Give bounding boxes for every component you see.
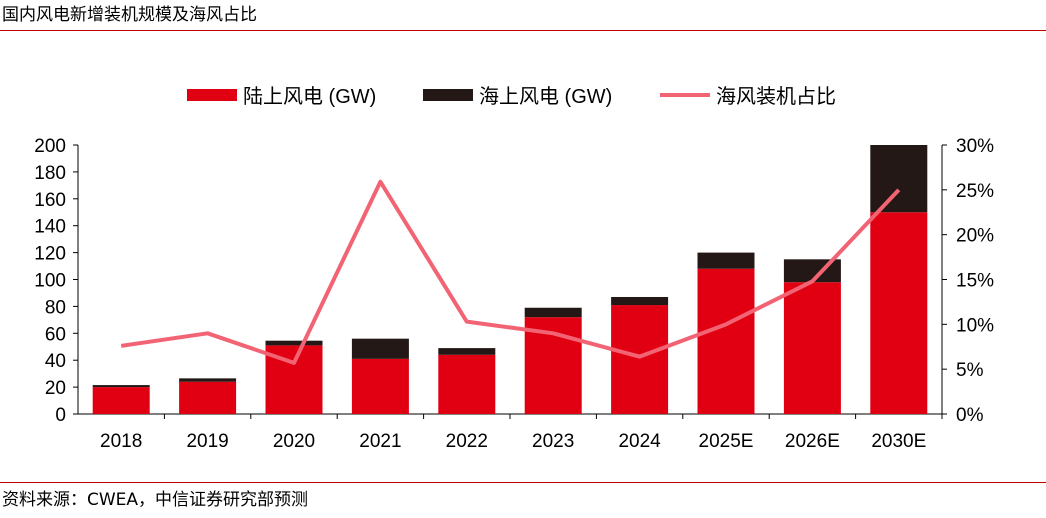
x-tick-label: 2020 bbox=[273, 431, 315, 452]
y-right-tick-label: 30% bbox=[956, 136, 994, 157]
x-tick-label: 2019 bbox=[186, 431, 228, 452]
bar-offshore bbox=[179, 378, 237, 382]
x-tick-label: 2030E bbox=[871, 431, 926, 452]
y-left-tick-label: 80 bbox=[45, 297, 66, 318]
y-right-tick-label: 15% bbox=[956, 271, 994, 292]
x-tick-label: 2018 bbox=[100, 431, 142, 452]
y-left-tick-label: 160 bbox=[34, 190, 66, 211]
x-tick-label: 2026E bbox=[785, 431, 840, 452]
source-divider bbox=[0, 482, 1046, 483]
y-left-tick-label: 20 bbox=[45, 378, 66, 399]
y-right-tick-label: 5% bbox=[956, 360, 984, 381]
x-tick-label: 2025E bbox=[699, 431, 754, 452]
y-right-tick-label: 0% bbox=[956, 405, 984, 426]
legend-swatch-onshore bbox=[187, 89, 237, 101]
bar-onshore bbox=[351, 358, 409, 414]
x-tick-label: 2022 bbox=[446, 431, 488, 452]
bar-offshore bbox=[438, 348, 496, 355]
y-right-tick-label: 10% bbox=[956, 315, 994, 336]
y-left-tick-label: 140 bbox=[34, 217, 66, 238]
legend-swatch-offshore bbox=[423, 89, 473, 101]
x-tick-label: 2023 bbox=[532, 431, 574, 452]
y-left-tick-label: 100 bbox=[34, 271, 66, 292]
bar-onshore bbox=[611, 305, 669, 414]
y-right-tick-label: 25% bbox=[956, 181, 994, 202]
ratio-line bbox=[120, 179, 901, 365]
bar-onshore bbox=[783, 282, 841, 414]
bar-onshore bbox=[179, 381, 237, 414]
bar-offshore bbox=[92, 385, 150, 388]
y-left-tick-label: 40 bbox=[45, 351, 66, 372]
bar-offshore bbox=[697, 252, 755, 269]
legend-label-ratio: 海风装机占比 bbox=[716, 85, 836, 108]
bar-offshore bbox=[351, 338, 409, 359]
ratio-line-group bbox=[120, 179, 901, 365]
x-axis-labels: 2018 2019 2020 2021 2022 2023 2024 2025E 2026E 20… bbox=[100, 431, 926, 452]
y-right-tick-label: 20% bbox=[956, 226, 994, 247]
y-left-tick-label: 120 bbox=[34, 244, 66, 265]
y-left-tick-label: 60 bbox=[45, 324, 66, 345]
title-divider bbox=[0, 30, 1046, 31]
y-left-tick-label: 200 bbox=[34, 136, 66, 157]
x-tick-label: 2024 bbox=[618, 431, 661, 452]
source-note: 资料来源：CWEA，中信证券研究部预测 bbox=[2, 490, 309, 510]
axes: 0 20 40 60 80 100 120 140 160 180 200 0% 5% 10% 15% 20%… bbox=[34, 136, 994, 426]
y-left-tick-label: 180 bbox=[34, 163, 66, 184]
x-tick-label: 2021 bbox=[359, 431, 401, 452]
bar-offshore bbox=[611, 296, 669, 306]
legend-label-offshore: 海上风电 (GW) bbox=[479, 85, 612, 108]
bar-offshore bbox=[870, 145, 928, 213]
bar-onshore bbox=[697, 268, 755, 414]
y-left-tick-label: 0 bbox=[55, 405, 66, 426]
bar-onshore bbox=[438, 354, 496, 414]
legend: 陆上风电 (GW) 海上风电 (GW) 海风装机占比 bbox=[187, 85, 836, 108]
chart-title: 国内风电新增装机规模及海风占比 bbox=[2, 5, 257, 25]
legend-label-onshore: 陆上风电 (GW) bbox=[243, 85, 376, 108]
bar-offshore bbox=[524, 307, 582, 318]
bar-onshore bbox=[870, 212, 928, 414]
bar-group bbox=[92, 145, 928, 414]
bar-onshore bbox=[92, 387, 150, 414]
bar-offshore bbox=[265, 340, 323, 346]
